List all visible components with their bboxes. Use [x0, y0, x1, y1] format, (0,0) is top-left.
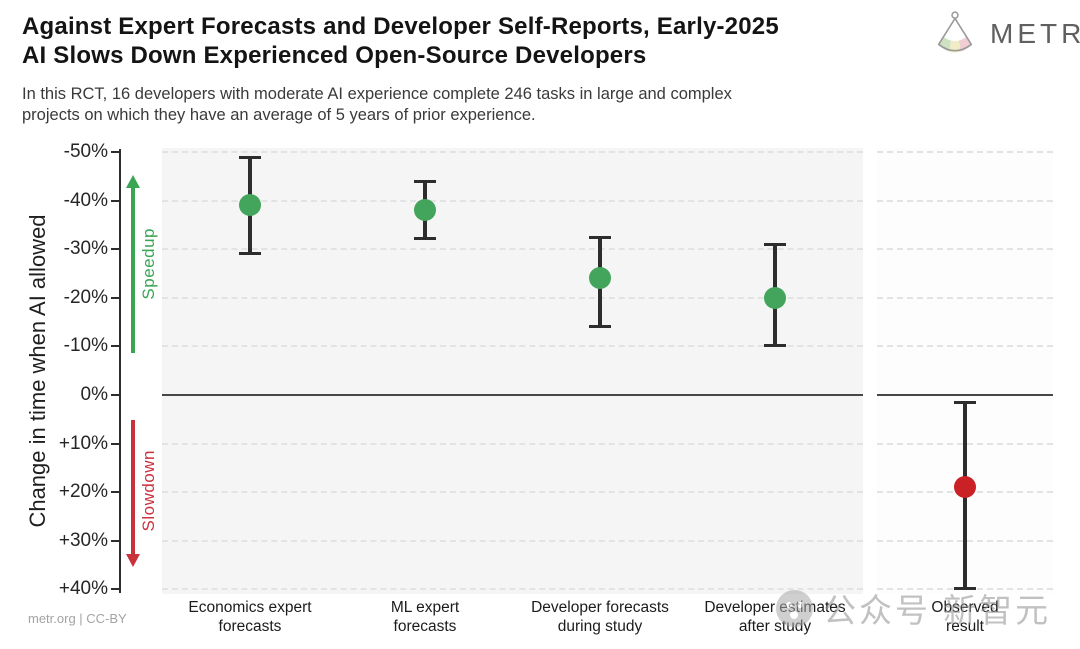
gridline [162, 491, 863, 494]
error-bar-cap-bottom [589, 324, 611, 328]
error-bar-cap-top [239, 155, 261, 159]
data-point-dot [414, 199, 436, 222]
error-bar-cap-top [589, 236, 611, 240]
error-bar-cap-bottom [414, 237, 436, 241]
error-bar-cap-top [954, 401, 976, 405]
y-tick-mark [111, 491, 119, 494]
data-point-dot [954, 476, 976, 499]
title-line-2: AI Slows Down Experienced Open-Source De… [22, 42, 647, 69]
data-point-dot [764, 286, 786, 309]
gridline [162, 248, 863, 251]
y-tick-label: +10% [58, 432, 108, 454]
gridline [162, 151, 863, 153]
y-tick-label: -40% [63, 189, 108, 211]
zero-line [877, 394, 1053, 396]
y-tick-mark [111, 248, 119, 251]
y-tick-label: -30% [63, 238, 108, 260]
x-axis-label-line: result [946, 618, 984, 635]
x-axis-label-line: Observed [931, 599, 999, 616]
data-point-dot [239, 194, 261, 217]
error-bar-cap-bottom [764, 344, 786, 348]
gridline [162, 588, 863, 591]
y-tick-mark [111, 296, 119, 299]
error-bar-cap-top [764, 243, 786, 247]
gridline [162, 345, 863, 348]
gridline [877, 151, 1053, 153]
x-axis-label-line: ML expert [390, 599, 460, 616]
speedup-arrow-icon [126, 175, 140, 188]
error-bar-cap-bottom [954, 587, 976, 591]
y-tick-label: -20% [63, 286, 108, 308]
error-bar-cap-bottom [239, 252, 261, 256]
zero-line [162, 394, 863, 396]
x-axis-label: Observed result [865, 598, 1065, 636]
y-axis-line [119, 149, 121, 593]
y-tick-label: +30% [58, 529, 108, 551]
data-point-dot [589, 267, 611, 290]
y-tick-mark [111, 345, 119, 348]
slowdown-arrow-line [131, 420, 135, 556]
subtitle-line-1: In this RCT, 16 developers with moderate… [22, 85, 732, 103]
y-tick-mark [111, 588, 119, 591]
gridline [162, 539, 863, 542]
y-tick-mark [111, 151, 119, 153]
gridline [877, 296, 1053, 299]
x-axis-label: Economics expert forecasts [150, 598, 350, 636]
slowdown-arrow-icon [126, 554, 140, 567]
x-axis-label: ML expert forecasts [325, 598, 525, 636]
y-tick-label: -50% [63, 141, 108, 162]
gridline [162, 442, 863, 445]
gridline [162, 296, 863, 299]
gridline [162, 199, 863, 202]
x-axis-label-line: during study [557, 618, 643, 635]
watermark-text: 公众号 新智元 [823, 592, 1052, 629]
watermark-face-icon [776, 589, 813, 627]
y-tick-mark [111, 394, 119, 396]
error-bar-cap-top [414, 180, 436, 184]
x-axis-label-line: forecasts [393, 618, 457, 635]
y-tick-label: +40% [58, 578, 108, 600]
x-axis-label-line: forecasts [218, 618, 282, 635]
gridline [877, 345, 1053, 348]
speedup-arrow-line [131, 186, 135, 353]
watermark: 公众号 新智元 [776, 584, 1051, 632]
metr-fan-icon [930, 8, 980, 59]
y-tick-label: -10% [63, 335, 108, 357]
metr-logo: METR [930, 8, 1080, 59]
x-axis-label: Developer forecasts during study [500, 598, 700, 636]
y-tick-label: +20% [58, 481, 108, 503]
x-axis-label-line: Economics expert [188, 599, 312, 616]
panel-forecasts [162, 148, 863, 594]
gridline [877, 248, 1053, 251]
subtitle-line-2: projects on which they have an average o… [22, 106, 536, 124]
gridline [877, 199, 1053, 202]
y-tick-mark [111, 539, 119, 542]
title-line-1: Against Expert Forecasts and Developer S… [22, 13, 779, 40]
metr-wordmark: METR [990, 17, 1080, 49]
y-tick-mark [111, 199, 119, 202]
y-tick-label: 0% [80, 384, 108, 405]
x-axis-label-line: Developer forecasts [531, 599, 669, 616]
page-title: Against Expert Forecasts and Developer S… [22, 12, 779, 70]
chart-subtitle: In this RCT, 16 developers with moderate… [22, 84, 732, 126]
y-tick-mark [111, 442, 119, 445]
license-credit: metr.org | CC-BY [28, 611, 127, 626]
panel-observed-result [877, 148, 1053, 594]
